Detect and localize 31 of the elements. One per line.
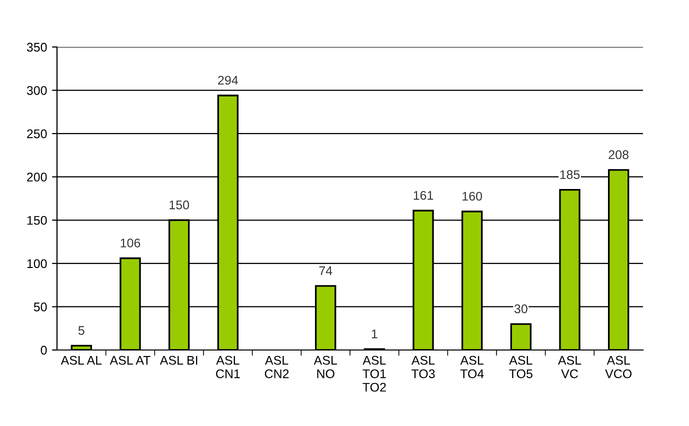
x-tick-label: ASL AT bbox=[110, 356, 150, 365]
x-tick-label: ASL VCO bbox=[605, 356, 632, 378]
x-tick-label: ASL TO5 bbox=[509, 356, 532, 378]
data-label: 106 bbox=[120, 238, 140, 248]
y-tick-label: 350 bbox=[26, 42, 47, 52]
data-label: 160 bbox=[462, 192, 482, 201]
data-label: 185 bbox=[560, 170, 580, 180]
y-tick-label: 300 bbox=[26, 86, 47, 95]
x-tick-label: ASL TO1 TO2 bbox=[362, 356, 386, 392]
x-tick-label: ASL BI bbox=[160, 356, 198, 365]
x-tick-label: ASL TO4 bbox=[460, 356, 484, 378]
y-tick-label: 0 bbox=[40, 346, 47, 355]
data-label: 74 bbox=[319, 266, 332, 276]
x-tick-label: ASL CN1 bbox=[216, 356, 240, 378]
data-label: 294 bbox=[218, 76, 238, 85]
x-tick-label: ASL AL bbox=[60, 356, 102, 365]
data-label: 30 bbox=[514, 304, 528, 314]
x-tick-label: ASL CN2 bbox=[264, 356, 289, 378]
y-tick-label: 50 bbox=[34, 302, 47, 312]
x-tick-label: ASL TO3 bbox=[411, 356, 435, 378]
x-tick-label: ASL NO bbox=[314, 356, 337, 378]
data-label: 161 bbox=[414, 190, 434, 200]
data-label: 150 bbox=[170, 200, 190, 210]
data-label: 1 bbox=[372, 330, 378, 338]
data-label: 5 bbox=[78, 326, 84, 335]
y-tick-label: 100 bbox=[27, 259, 47, 268]
data-label: 208 bbox=[608, 150, 628, 160]
x-tick-label: ASL VC bbox=[558, 356, 582, 378]
y-tick-label: 250 bbox=[27, 129, 47, 138]
y-tick-label: 150 bbox=[27, 216, 47, 225]
y-tick-label: 200 bbox=[27, 172, 47, 182]
